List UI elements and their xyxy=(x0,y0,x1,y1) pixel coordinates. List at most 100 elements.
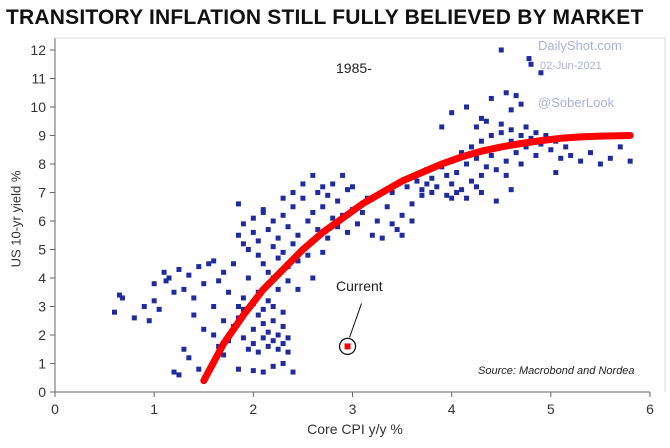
data-point xyxy=(295,258,301,264)
data-point xyxy=(473,184,479,190)
data-point xyxy=(498,130,504,136)
data-point xyxy=(345,187,351,193)
data-point xyxy=(270,218,276,224)
data-point xyxy=(250,229,256,235)
data-point xyxy=(588,150,593,156)
data-point xyxy=(250,341,256,347)
data-point xyxy=(186,355,192,361)
data-point xyxy=(374,218,380,224)
data-point xyxy=(449,181,455,187)
data-point xyxy=(166,275,172,281)
data-point xyxy=(528,135,534,141)
data-point xyxy=(300,181,306,187)
data-point xyxy=(290,204,296,210)
data-point xyxy=(240,241,246,247)
data-point xyxy=(171,289,177,295)
data-point xyxy=(384,204,390,210)
data-point xyxy=(553,170,559,176)
data-point xyxy=(250,326,256,332)
watermark-date: 02-Jun-2021 xyxy=(540,60,602,72)
x-tick-label: 5 xyxy=(547,401,555,417)
data-point xyxy=(389,221,395,227)
data-point xyxy=(464,195,470,201)
source-note: Source: Macrobond and Nordea xyxy=(478,365,635,377)
data-point xyxy=(389,190,395,195)
data-point xyxy=(538,70,544,76)
data-point xyxy=(335,198,341,204)
data-point xyxy=(518,133,524,138)
data-point xyxy=(240,221,246,227)
chart-title: TRANSITORY INFLATION STILL FULLY BELIEVE… xyxy=(6,6,644,29)
data-point xyxy=(434,184,440,190)
data-point xyxy=(498,47,504,53)
data-point xyxy=(488,95,494,101)
data-point xyxy=(369,232,375,238)
data-point xyxy=(429,175,435,181)
data-point xyxy=(280,361,286,366)
x-tick-label: 1 xyxy=(150,401,158,417)
data-point xyxy=(275,346,281,352)
data-point xyxy=(473,155,479,161)
data-point xyxy=(191,312,197,318)
data-point xyxy=(310,209,316,215)
data-point xyxy=(493,167,499,173)
data-point xyxy=(315,190,321,195)
data-point xyxy=(543,133,549,138)
data-point xyxy=(449,110,455,116)
data-point xyxy=(548,147,554,153)
data-point xyxy=(255,312,261,318)
data-point xyxy=(409,218,415,224)
x-tick-label: 6 xyxy=(646,401,654,417)
data-point xyxy=(119,295,125,301)
data-point xyxy=(290,369,296,375)
data-point xyxy=(280,195,286,201)
data-point xyxy=(429,190,435,195)
data-point xyxy=(171,369,177,375)
data-point xyxy=(116,292,122,298)
fit-curve-line xyxy=(200,132,634,385)
data-point xyxy=(464,104,470,110)
data-point xyxy=(250,215,256,221)
data-point xyxy=(320,204,326,210)
data-point xyxy=(163,278,169,284)
data-point xyxy=(439,124,445,130)
data-point xyxy=(245,346,251,352)
data-point xyxy=(270,304,276,309)
data-point xyxy=(459,150,465,156)
data-point xyxy=(508,107,514,113)
data-point xyxy=(558,155,564,161)
data-point xyxy=(280,249,286,255)
data-point xyxy=(498,121,504,127)
data-point xyxy=(394,227,400,233)
data-point xyxy=(275,235,281,241)
data-point xyxy=(478,115,484,121)
data-point xyxy=(454,170,460,176)
data-point xyxy=(265,329,271,335)
data-point xyxy=(533,130,539,136)
data-point xyxy=(240,306,246,312)
data-point xyxy=(211,304,217,309)
data-point xyxy=(508,187,514,193)
data-point xyxy=(414,178,420,184)
data-point xyxy=(151,298,157,304)
y-tick-label: 1 xyxy=(38,356,46,372)
data-point xyxy=(508,127,514,133)
data-point xyxy=(469,178,474,184)
data-point xyxy=(526,56,532,62)
current-point xyxy=(344,343,351,350)
y-tick-label: 8 xyxy=(38,156,46,172)
y-tick-label: 11 xyxy=(31,71,46,87)
data-point xyxy=(523,124,529,130)
data-point xyxy=(488,152,494,158)
data-point xyxy=(503,172,509,178)
data-point xyxy=(156,306,162,312)
data-point xyxy=(345,229,351,235)
x-tick-label: 4 xyxy=(448,401,456,417)
data-point xyxy=(444,172,450,178)
x-axis-label: Core CPI y/y % xyxy=(307,421,403,437)
data-point xyxy=(280,309,286,315)
data-point xyxy=(359,209,365,215)
data-point xyxy=(151,281,157,287)
data-point xyxy=(404,184,410,190)
